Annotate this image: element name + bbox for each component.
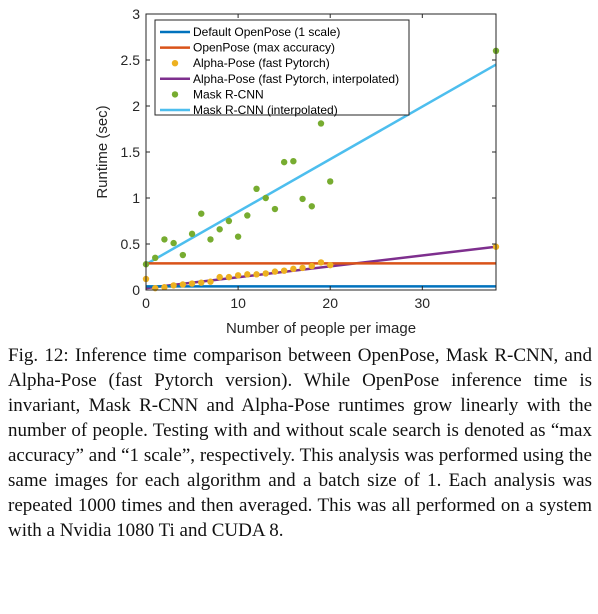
y-tick-label: 2: [132, 98, 140, 114]
legend: Default OpenPose (1 scale) OpenPose (max …: [154, 19, 410, 117]
x-axis-title: Number of people per image: [226, 320, 416, 337]
data-point-s2-18: [308, 262, 315, 270]
legend-box: [154, 19, 410, 116]
legend-label-3: Alpha-Pose (fast Pytorch, interpolated): [193, 72, 399, 86]
data-point-s4-16: [290, 158, 297, 165]
data-point-s4-19: [317, 120, 325, 127]
data-point-s4-10: [234, 233, 242, 240]
y-tick-label: 1: [132, 190, 140, 206]
data-point-s4-15: [280, 158, 288, 166]
data-point-s2-14: [271, 268, 279, 275]
data-point-s2-11: [244, 271, 251, 278]
data-point-s2-20: [327, 261, 334, 269]
data-point-s2-4: [179, 281, 187, 288]
data-point-s2-10: [234, 272, 242, 279]
data-point-s2-7: [207, 278, 214, 285]
data-point-s4-14: [271, 205, 279, 213]
x-tick-label: 20: [322, 295, 338, 311]
series-layer: [142, 47, 500, 292]
data-point-s2-16: [290, 265, 297, 273]
legend-label-5: Mask R-CNN (interpolated): [193, 103, 338, 117]
data-point-s2-15: [280, 267, 288, 274]
legend-swatch-2: [171, 60, 179, 67]
legend-label-1: OpenPose (max accuracy): [193, 41, 335, 55]
figure-caption: Fig. 12: Inference time comparison betwe…: [8, 345, 592, 541]
data-point-s4-1: [152, 254, 159, 261]
data-point-s4-7: [207, 236, 214, 243]
data-point-s2-5: [188, 280, 196, 287]
data-point-s4-20: [327, 178, 334, 185]
data-point-s4-4: [179, 251, 187, 259]
data-point-s4-8: [216, 226, 223, 233]
data-point-s4-11: [244, 212, 251, 219]
data-point-s4-12: [253, 185, 260, 192]
data-point-s4-9: [225, 217, 233, 225]
data-point-s4-18: [308, 203, 315, 210]
data-point-s4-2: [161, 236, 168, 243]
data-point-s2-9: [225, 273, 233, 281]
ticks-layer: 00.511.522.530 10 20 30: [121, 6, 496, 311]
legend-label-0: Default OpenPose (1 scale): [193, 25, 340, 39]
legend-swatch-4: [171, 91, 179, 98]
data-point-s2-3: [170, 282, 177, 289]
y-tick-label: 0: [132, 282, 140, 298]
x-tick-label: 0: [142, 295, 150, 311]
data-point-s2-2: [161, 284, 168, 291]
data-point-s2-17: [299, 264, 306, 272]
legend-label-2: Alpha-Pose (fast Pytorch): [193, 56, 330, 70]
data-point-s4-3: [170, 239, 177, 247]
series-line-3: [145, 245, 497, 290]
y-tick-label: 2.5: [121, 52, 141, 68]
x-tick-label: 10: [230, 295, 246, 311]
y-axis-title: Runtime (sec): [94, 105, 111, 198]
series-line-5: [145, 63, 497, 266]
y-tick-label: 0.5: [121, 236, 141, 252]
data-point-s2-19: [317, 259, 325, 266]
runtime-chart: 00.511.522.530 10 20 30 Number of people pe…: [94, 6, 500, 337]
y-tick-label: 3: [132, 6, 140, 22]
data-point-s2-6: [198, 279, 205, 286]
data-point-s4-17: [299, 195, 306, 203]
data-point-s2-8: [216, 273, 223, 281]
data-point-s2-13: [262, 270, 269, 277]
data-point-s4-13: [262, 194, 269, 202]
legend-label-4: Mask R-CNN: [193, 87, 264, 101]
x-tick-label: 30: [415, 295, 431, 311]
y-tick-label: 1.5: [121, 144, 141, 160]
data-point-s4-6: [198, 210, 205, 217]
data-point-s2-12: [253, 271, 260, 278]
data-point-s4-5: [188, 230, 196, 238]
